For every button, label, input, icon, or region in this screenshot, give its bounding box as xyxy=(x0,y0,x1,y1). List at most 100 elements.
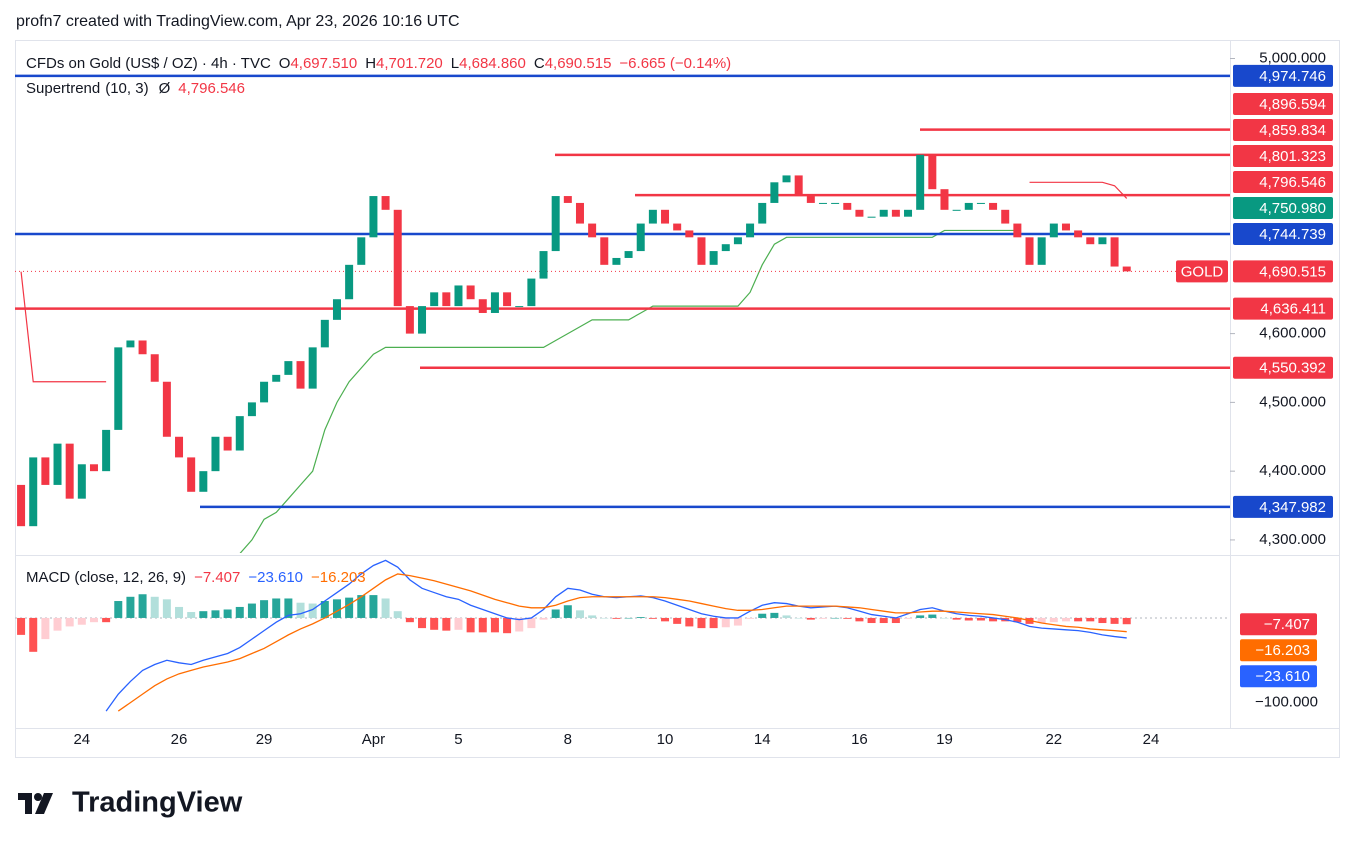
candle-body xyxy=(345,264,354,300)
histogram-bar xyxy=(733,617,742,626)
price-pane xyxy=(15,74,1230,553)
histogram-bar xyxy=(879,617,888,624)
price-label-box xyxy=(1233,495,1333,518)
histogram-bar xyxy=(29,617,38,652)
candle-body xyxy=(29,457,38,527)
histogram-bar xyxy=(818,617,827,619)
histogram-bar xyxy=(369,595,378,618)
histogram-bar xyxy=(53,617,62,631)
histogram-bar xyxy=(989,617,998,622)
histogram-bar xyxy=(527,617,536,629)
histogram-bar xyxy=(126,596,135,618)
histogram-bar xyxy=(952,617,961,620)
histogram-bar xyxy=(575,610,584,618)
candle-body xyxy=(53,443,62,485)
candle-body xyxy=(41,457,50,485)
candle-body xyxy=(418,306,427,334)
candle-body xyxy=(976,202,985,204)
x-tick-label: 24 xyxy=(73,731,90,748)
histogram-bar xyxy=(636,617,645,618)
histogram-bar xyxy=(405,617,414,623)
candle-body xyxy=(928,154,937,190)
price-label-box xyxy=(1233,260,1333,283)
ohlc-key: L xyxy=(451,55,459,72)
histogram-bar xyxy=(976,617,985,621)
candle-body xyxy=(709,251,718,265)
macd-label-box xyxy=(1240,639,1317,662)
histogram-bar xyxy=(928,614,937,618)
candle-body xyxy=(490,292,499,313)
histogram-bar xyxy=(746,617,755,619)
price-label: 4,974.746 xyxy=(1259,68,1326,85)
histogram-bar xyxy=(320,601,329,618)
candle-body xyxy=(904,209,913,217)
candle-body xyxy=(454,285,463,307)
candle-body xyxy=(588,223,597,238)
macd-value: −23.610 xyxy=(248,569,303,586)
logo-text: TradingView xyxy=(72,787,243,819)
histogram-bar xyxy=(1098,617,1107,624)
histogram-bar xyxy=(296,602,305,618)
candle-body xyxy=(102,429,111,472)
candle-body xyxy=(1074,230,1083,238)
histogram-bar xyxy=(199,611,208,618)
candle-body xyxy=(746,223,755,238)
indicator-name: Supertrend xyxy=(26,80,100,97)
histogram-bar xyxy=(345,597,354,618)
histogram-bar xyxy=(162,599,171,618)
histogram-bar xyxy=(855,617,864,622)
candle-body xyxy=(673,223,682,231)
histogram-bar xyxy=(673,617,682,624)
chart-frame xyxy=(15,40,1340,758)
candle-body xyxy=(430,292,439,307)
candle-body xyxy=(891,209,900,217)
price-label: 4,796.546 xyxy=(1259,174,1326,191)
candle-body xyxy=(661,209,670,224)
candle-body xyxy=(114,347,123,430)
candle-body xyxy=(539,251,548,279)
histogram-bar xyxy=(916,615,925,618)
histogram-bar xyxy=(247,603,256,618)
symbol-legend: CFDs on Gold (US$ / OZ) · 4h · TVC O4,697… xyxy=(26,55,731,72)
x-tick-label: 22 xyxy=(1045,731,1062,748)
histogram-bar xyxy=(490,617,499,633)
candle-body xyxy=(478,299,487,313)
candle-body xyxy=(272,374,281,382)
histogram-bar xyxy=(1086,617,1095,622)
candle-body xyxy=(1122,266,1131,272)
candle-body xyxy=(442,292,451,307)
candle-body xyxy=(77,464,86,499)
x-tick-label: 10 xyxy=(657,731,674,748)
price-label-box xyxy=(1233,119,1333,142)
candle-body xyxy=(296,361,305,389)
price-label: 4,750.980 xyxy=(1259,200,1326,217)
y-tick-label: −100.000 xyxy=(1255,694,1318,711)
y-tick-label: 4,400.000 xyxy=(1259,462,1326,479)
histogram-bar xyxy=(138,594,147,618)
price-label-box xyxy=(1233,197,1333,220)
candle-body xyxy=(235,416,244,451)
x-tick-label: 14 xyxy=(754,731,771,748)
candle-body xyxy=(831,202,840,204)
candle-body xyxy=(381,196,390,210)
histogram-bar xyxy=(648,617,657,619)
histogram-bar xyxy=(284,598,293,618)
price-label: 4,801.323 xyxy=(1259,148,1326,165)
symbol: CFDs on Gold (US$ / OZ) · 4h · TVC xyxy=(26,55,271,72)
histogram-bar xyxy=(1074,617,1083,622)
macd-pane xyxy=(15,559,1230,712)
histogram-bar xyxy=(515,617,524,632)
histogram-bar xyxy=(1122,617,1131,625)
candle-body xyxy=(175,436,184,458)
candle-body xyxy=(223,436,232,451)
supertrend-legend: Supertrend (10, 3) Ø 4,796.546 xyxy=(26,80,245,97)
candle-body xyxy=(685,230,694,238)
price-label-box xyxy=(1233,171,1333,194)
candle-body xyxy=(612,257,621,265)
histogram-bar xyxy=(940,617,949,619)
candle-body xyxy=(1110,237,1119,267)
candle-body xyxy=(17,484,26,527)
histogram-bar xyxy=(600,617,609,619)
histogram-bar xyxy=(758,613,767,618)
candle-body xyxy=(211,436,220,472)
